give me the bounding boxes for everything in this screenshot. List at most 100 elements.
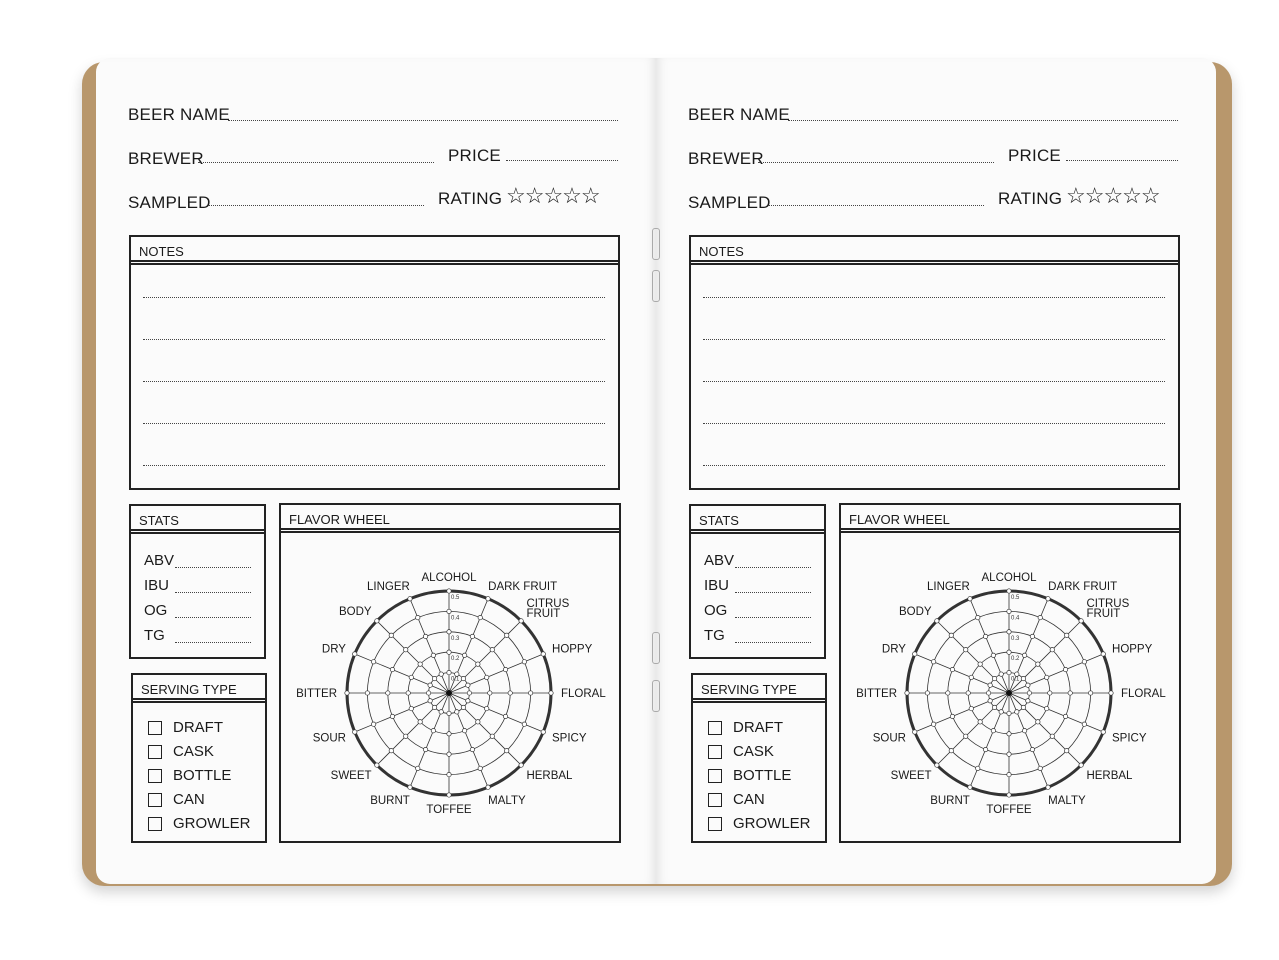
notes-line[interactable] (143, 465, 605, 466)
wheel-node (948, 748, 954, 754)
wheel-node (344, 690, 350, 696)
serving-checkbox[interactable] (708, 817, 722, 831)
notes-line[interactable] (703, 465, 1165, 466)
wheel-spoke (936, 620, 1010, 694)
wheel-node (502, 667, 509, 673)
stat-field[interactable] (175, 617, 251, 618)
serving-checkbox[interactable] (148, 721, 162, 735)
price-field[interactable] (1066, 160, 1178, 161)
flavor-wheel-header: FLAVOR WHEEL (841, 505, 1179, 533)
sampled-field[interactable] (208, 205, 424, 206)
wheel-node (975, 615, 981, 621)
serving-checkbox[interactable] (708, 721, 722, 735)
serving-type-header: SERVING TYPE (693, 675, 825, 703)
serving-checkbox[interactable] (708, 769, 722, 783)
stat-label: IBU (144, 577, 170, 594)
wheel-label: LINGER (927, 581, 970, 593)
notes-line[interactable] (703, 339, 1165, 340)
wheel-node (388, 632, 394, 638)
wheel-label: DRY (882, 644, 906, 656)
wheel-node (1006, 731, 1012, 737)
wheel-node (1045, 784, 1051, 790)
wheel-node (931, 721, 937, 727)
wheel-label: MALTY (1048, 795, 1086, 807)
notes-box: NOTES (689, 235, 1180, 490)
wheel-spoke (409, 692, 450, 788)
wheel-node (518, 762, 524, 768)
serving-checkbox[interactable] (148, 745, 162, 759)
notes-line[interactable] (703, 297, 1165, 298)
rating-stars[interactable]: ☆☆☆☆☆ (506, 183, 601, 208)
wheel-label: SOUR (313, 732, 346, 744)
wheel-label: FLORAL (1121, 688, 1166, 700)
serving-checkbox[interactable] (148, 817, 162, 831)
wheel-node (1047, 690, 1053, 696)
wheel-node (352, 651, 358, 657)
wheel-node (446, 751, 452, 757)
sampled-field[interactable] (768, 205, 984, 206)
stat-field[interactable] (735, 592, 811, 593)
wheel-node (1006, 751, 1012, 757)
notes-line[interactable] (143, 381, 605, 382)
serving-type-box: SERVING TYPE DRAFT CASK BOTTLE CAN GROWL… (131, 673, 267, 843)
staple (652, 270, 660, 302)
wheel-label: ALCOHOL (982, 572, 1038, 584)
wheel-node (1006, 772, 1012, 778)
wheel-label: TOFFEE (986, 804, 1031, 816)
brewer-field[interactable] (198, 162, 434, 163)
wheel-spoke (448, 620, 522, 694)
beer-name-field[interactable] (788, 120, 1178, 121)
wheel-scale-label: 0.3 (451, 636, 460, 642)
stat-field[interactable] (735, 642, 811, 643)
wheel-node (931, 659, 937, 665)
serving-option: DRAFT (173, 719, 223, 736)
wheel-node (992, 676, 998, 682)
brewer-label: BREWER (128, 149, 204, 168)
wheel-node (990, 728, 996, 734)
wheel-node (934, 762, 940, 768)
notes-line[interactable] (703, 423, 1165, 424)
wheel-node (967, 784, 973, 790)
notes-line[interactable] (143, 339, 605, 340)
stat-field[interactable] (735, 617, 811, 618)
stat-field[interactable] (175, 567, 251, 568)
flavor-wheel[interactable]: ALCOHOL DARK FRUIT CITRUS FRUIT HOPPY FLORAL S… (841, 533, 1179, 839)
flavor-wheel[interactable]: ALCOHOL DARK FRUIT CITRUS FRUIT HOPPY FLORAL S… (281, 533, 619, 839)
wheel-spoke (1008, 692, 1049, 788)
stat-field[interactable] (735, 567, 811, 568)
brewer-field[interactable] (758, 162, 994, 163)
serving-checkbox[interactable] (708, 745, 722, 759)
serving-checkbox[interactable] (708, 793, 722, 807)
notes-line[interactable] (143, 423, 605, 424)
wheel-label: SPICY (1112, 732, 1147, 744)
stats-header: STATS (691, 506, 824, 534)
wheel-node (1006, 608, 1012, 614)
wheel-node (521, 721, 527, 727)
rating-stars[interactable]: ☆☆☆☆☆ (1066, 183, 1161, 208)
serving-checkbox[interactable] (148, 793, 162, 807)
wheel-node (986, 690, 992, 696)
wheel-node (1022, 728, 1028, 734)
notes-line[interactable] (143, 297, 605, 298)
price-field[interactable] (506, 160, 618, 161)
wheel-node (466, 690, 472, 696)
wheel-spoke (354, 653, 450, 694)
stat-field[interactable] (175, 642, 251, 643)
notes-line[interactable] (703, 381, 1165, 382)
wheel-label: BITTER (856, 688, 897, 700)
wheel-scale-label: 0.2 (451, 656, 460, 662)
serving-type-header: SERVING TYPE (133, 675, 265, 703)
stat-field[interactable] (175, 592, 251, 593)
stat-label: ABV (704, 552, 735, 569)
wheel-node (371, 721, 377, 727)
wheel-node (518, 618, 524, 624)
wheel-node (1006, 588, 1012, 594)
wheel-node (465, 698, 471, 704)
serving-checkbox[interactable] (148, 769, 162, 783)
wheel-spoke (1008, 620, 1082, 694)
wheel-label: CITRUS FRUIT (526, 598, 569, 620)
beer-name-field[interactable] (228, 120, 618, 121)
notes-header: NOTES (691, 237, 1178, 265)
wheel-node (949, 713, 956, 719)
wheel-node (1029, 746, 1035, 753)
